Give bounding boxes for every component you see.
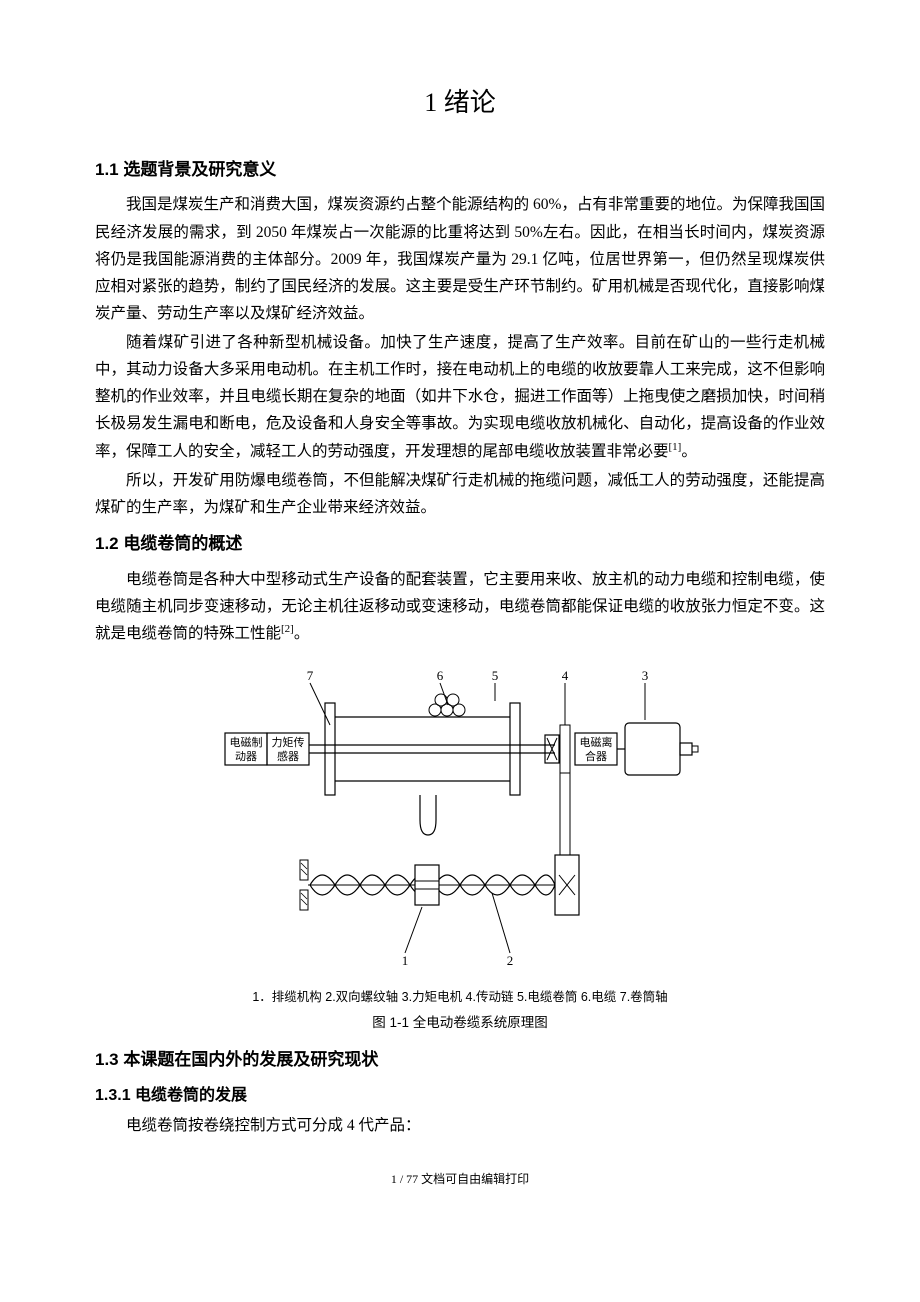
- figure-1-1-diagram: 7 6 5 4 3 电磁制 动器 力矩传 感器: [210, 665, 710, 980]
- para-1-1-3: 所以，开发矿用防爆电缆卷筒，不但能解决煤矿行走机械的拖缆问题，减低工人的劳动强度…: [95, 467, 825, 521]
- ref-1: [1]: [669, 441, 682, 453]
- label-4: 4: [562, 668, 569, 683]
- label-3: 3: [642, 668, 649, 683]
- para-1-3-1-1: 电缆卷筒按卷绕控制方式可分成 4 代产品：: [95, 1112, 825, 1139]
- box-torque-line2: 感器: [277, 750, 299, 763]
- chapter-title: 1 绪论: [95, 80, 825, 127]
- page-footer: 1 / 77 文档可自由编辑打印: [95, 1169, 825, 1191]
- box-clutch-line1: 电磁离: [580, 735, 613, 749]
- para-1-1-2: 随着煤矿引进了各种新型机械设备。加快了生产速度，提高了生产效率。目前在矿山的一些…: [95, 329, 825, 465]
- label-7: 7: [307, 668, 314, 683]
- figure-1-1-legend: 1．排缆机构 2.双向螺纹轴 3.力矩电机 4.传动链 5.电缆卷筒 6.电缆 …: [95, 986, 825, 1009]
- label-5: 5: [492, 668, 499, 683]
- para-1-2-1-text: 电缆卷筒是各种大中型移动式生产设备的配套装置，它主要用来收、放主机的动力电缆和控…: [95, 571, 825, 642]
- label-6: 6: [437, 668, 444, 683]
- para-1-2-1-end: 。: [294, 625, 310, 642]
- figure-1-1-caption: 图 1-1 全电动卷缆系统原理图: [95, 1011, 825, 1035]
- label-1: 1: [402, 953, 409, 968]
- box-torque-line1: 力矩传: [272, 736, 305, 749]
- box-brake-line1: 电磁制: [230, 736, 263, 749]
- box-brake-line2: 动器: [235, 750, 257, 763]
- section-1-1-heading: 1.1 选题背景及研究意义: [95, 155, 825, 186]
- para-1-1-2-text: 随着煤矿引进了各种新型机械设备。加快了生产速度，提高了生产效率。目前在矿山的一些…: [95, 334, 825, 460]
- section-1-2-heading: 1.2 电缆卷筒的概述: [95, 529, 825, 560]
- figure-1-1-container: 7 6 5 4 3 电磁制 动器 力矩传 感器: [95, 665, 825, 1035]
- box-clutch-line2: 合器: [585, 749, 607, 763]
- section-1-3-1-heading: 1.3.1 电缆卷筒的发展: [95, 1082, 825, 1111]
- para-1-1-1: 我国是煤炭生产和消费大国，煤炭资源约占整个能源结构的 60%，占有非常重要的地位…: [95, 191, 825, 327]
- ref-2: [2]: [281, 623, 294, 635]
- label-2: 2: [507, 953, 514, 968]
- section-1-3-heading: 1.3 本课题在国内外的发展及研究现状: [95, 1045, 825, 1076]
- para-1-1-2-end: 。: [681, 443, 697, 460]
- para-1-2-1: 电缆卷筒是各种大中型移动式生产设备的配套装置，它主要用来收、放主机的动力电缆和控…: [95, 566, 825, 648]
